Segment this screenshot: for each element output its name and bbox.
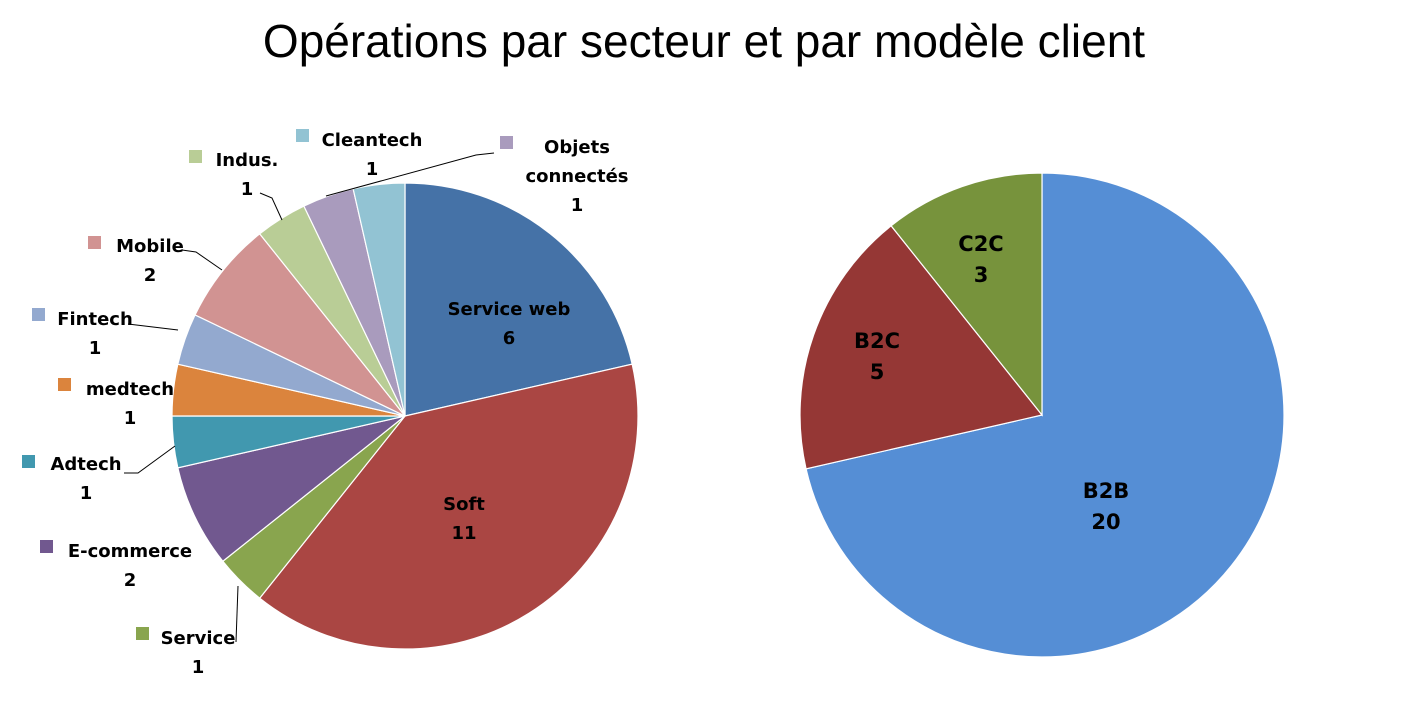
label-indus-line: 1 <box>241 179 254 200</box>
label-objets-connectes-line: 1 <box>571 195 584 216</box>
label-objets-connectes-leader-line <box>325 152 495 197</box>
label-c2c-line: C2C <box>958 232 1003 256</box>
label-cleantech-swatch <box>296 129 309 142</box>
label-indus: Indus. 1 <box>216 150 279 200</box>
label-service-leader-line <box>235 585 239 643</box>
label-fintech-line: Fintech <box>57 309 133 330</box>
label-medtech-swatch <box>58 378 71 391</box>
label-medtech-line: 1 <box>124 408 137 429</box>
label-b2b-line: 20 <box>1091 510 1120 534</box>
label-e-commerce-swatch <box>40 540 53 553</box>
label-adtech: Adtech 1 <box>50 454 121 504</box>
label-fintech-swatch <box>32 308 45 321</box>
label-b2b-line: B2B <box>1083 479 1130 503</box>
label-objets-connectes-line: Objets <box>544 137 610 158</box>
label-e-commerce-line: 2 <box>124 570 137 591</box>
label-indus-swatch <box>189 150 202 163</box>
label-e-commerce: E-commerce 2 <box>68 541 192 591</box>
label-service-web-line: 6 <box>503 328 516 349</box>
label-b2c-line: B2C <box>854 329 900 353</box>
label-c2c: C2C 3 <box>958 232 1003 287</box>
pie-slice-soft <box>258 363 639 650</box>
label-indus-leader-line <box>259 192 283 221</box>
label-b2b: B2B 20 <box>1083 479 1130 534</box>
label-b2c-line: 5 <box>870 360 885 384</box>
pie-slice-b2c <box>799 224 1044 470</box>
label-cleantech-line: 1 <box>366 159 379 180</box>
label-b2c: B2C 5 <box>854 329 900 384</box>
pie-slice-mobile <box>194 232 406 417</box>
sector-pie-chart <box>171 182 639 650</box>
label-fintech: Fintech 1 <box>57 309 133 359</box>
pie-slice-b2b <box>805 172 1285 658</box>
label-medtech: medtech 1 <box>86 379 174 429</box>
pie-slice-e-commerce <box>177 415 406 563</box>
pie-slice-service-web <box>404 182 633 417</box>
label-indus-line: Indus. <box>216 150 279 171</box>
label-objets-connectes-line: connectés <box>525 166 628 187</box>
label-medtech-line: medtech <box>86 379 174 400</box>
label-service-swatch <box>136 627 149 640</box>
client-model-pie-chart <box>799 172 1285 658</box>
label-service-web: Service web 6 <box>448 299 571 349</box>
label-c2c-line: 3 <box>974 263 989 287</box>
label-cleantech-line: Cleantech <box>322 130 423 151</box>
label-soft-line: 11 <box>451 523 476 544</box>
label-cleantech: Cleantech 1 <box>322 130 423 180</box>
label-service-line: 1 <box>192 657 205 678</box>
label-objets-connectes-swatch <box>500 136 513 149</box>
label-mobile: Mobile 2 <box>116 236 184 286</box>
label-mobile-line: 2 <box>144 265 157 286</box>
label-adtech-line: 1 <box>80 483 93 504</box>
label-mobile-line: Mobile <box>116 236 184 257</box>
label-fintech-leader-line <box>127 323 179 331</box>
label-soft-line: Soft <box>443 494 485 515</box>
label-mobile-leader-line <box>181 249 223 271</box>
label-service-line: Service <box>161 628 236 649</box>
page-title: Opérations par secteur et par modèle cli… <box>262 15 1146 67</box>
label-adtech-line: Adtech <box>50 454 121 475</box>
label-soft: Soft 11 <box>443 494 485 544</box>
label-adtech-leader-line <box>124 445 176 474</box>
label-adtech-swatch <box>22 455 35 468</box>
label-service: Service 1 <box>161 628 236 678</box>
label-objets-connectes: Objets connectés 1 <box>525 137 628 216</box>
label-mobile-swatch <box>88 236 101 249</box>
pie-slice-c2c <box>890 172 1043 417</box>
label-e-commerce-line: E-commerce <box>68 541 192 562</box>
label-service-web-line: Service web <box>448 299 571 320</box>
label-fintech-line: 1 <box>89 338 102 359</box>
